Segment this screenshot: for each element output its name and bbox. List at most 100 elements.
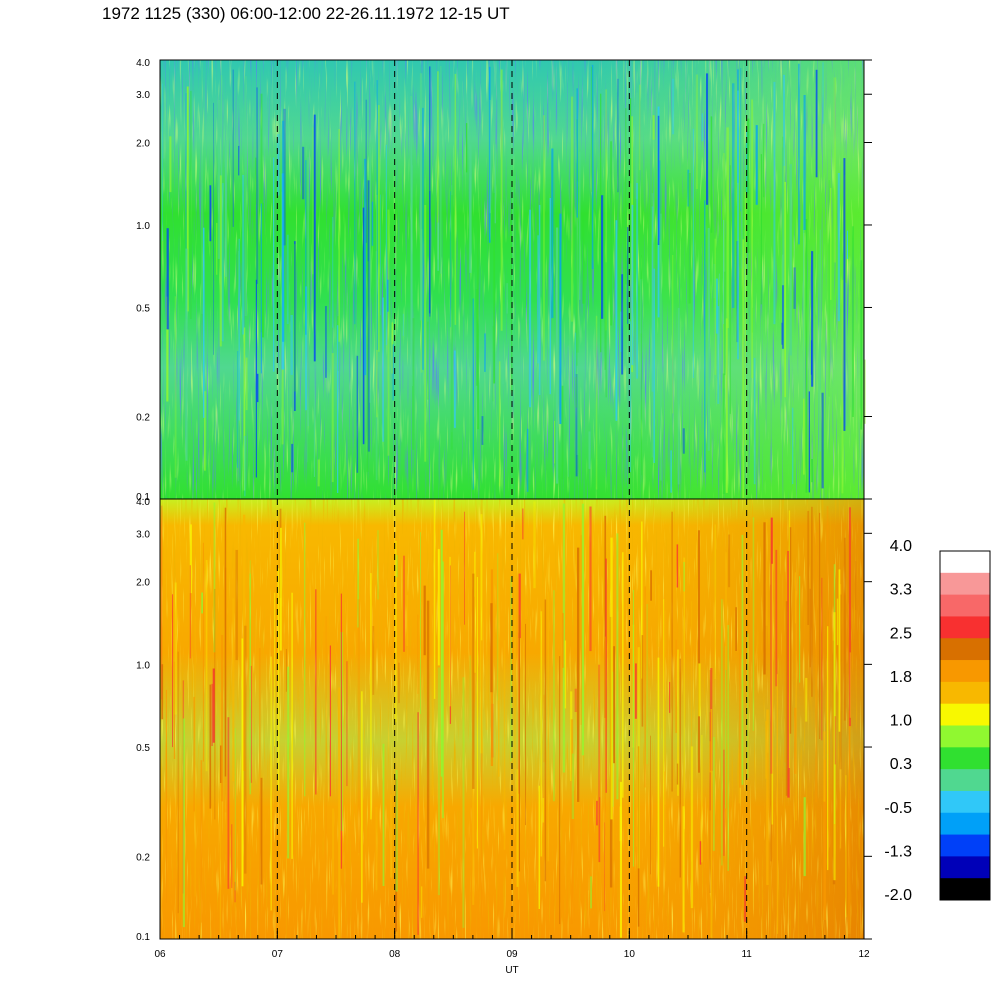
- colorbar-swatch: [940, 769, 990, 792]
- spectrogram-streak: [843, 537, 846, 721]
- spectrogram-streak: [216, 222, 218, 275]
- spectrogram-streak: [450, 195, 453, 450]
- spectrogram-streak: [340, 593, 342, 869]
- spectrogram-streak: [547, 591, 550, 862]
- spectrogram-streak: [848, 711, 851, 791]
- colorbar-label: 1.8: [890, 669, 912, 686]
- spectrogram-streak: [639, 84, 641, 171]
- spectrogram-streak: [325, 306, 327, 378]
- spectrogram-streak: [795, 590, 797, 821]
- spectrogram-streak: [789, 527, 792, 734]
- spectrogram-streak: [845, 775, 847, 918]
- spectrogram-streak: [726, 127, 729, 329]
- spectrogram-streak: [510, 576, 512, 762]
- spectrogram-streak: [612, 817, 615, 850]
- colorbar-swatch: [940, 703, 990, 726]
- spectrogram-streak: [739, 649, 741, 788]
- spectrogram-streak: [723, 749, 725, 856]
- spectrogram-streak: [650, 735, 651, 875]
- spectrogram-streak: [337, 325, 339, 493]
- spectrogram-streak: [605, 262, 607, 398]
- spectrogram-streak: [525, 279, 526, 308]
- spectrogram-streak: [472, 573, 475, 789]
- spectrogram-streak: [433, 499, 436, 699]
- spectrogram-streak: [542, 798, 545, 823]
- spectrogram-streak: [725, 646, 727, 809]
- spectrogram-streak: [506, 283, 508, 314]
- spectrogram-streak: [492, 325, 494, 402]
- spectrogram-streak: [839, 594, 842, 770]
- spectrogram-streak: [294, 241, 296, 411]
- spectrogram-streak: [576, 181, 579, 455]
- spectrogram-streak: [237, 351, 239, 468]
- spectrogram-streak: [203, 227, 205, 418]
- spectrogram-streak: [213, 502, 216, 653]
- spectrogram-streak: [249, 573, 251, 795]
- colorbar-label: 3.3: [890, 582, 912, 599]
- y-tick-label: 4.0: [136, 497, 150, 508]
- spectrogram-streak: [723, 271, 726, 376]
- spectrogram-streak: [821, 392, 824, 489]
- x-tick-label: 09: [506, 949, 518, 960]
- spectrogram-streak: [781, 147, 785, 341]
- spectrogram-streak: [641, 521, 643, 679]
- spectrogram-streak: [193, 696, 195, 812]
- spectrogram-streak: [669, 682, 671, 713]
- spectrogram-streak: [224, 99, 227, 167]
- page-title: 1972 1125 (330) 06:00-12:00 22-26.11.197…: [102, 4, 510, 23]
- spectrogram-streak: [356, 355, 359, 473]
- spectrogram-streak: [683, 557, 685, 830]
- spectrogram-streak: [683, 562, 685, 592]
- spectrogram-streak: [588, 431, 591, 469]
- spectrogram-streak: [576, 186, 579, 353]
- spectrogram-streak: [480, 640, 483, 919]
- spectrogram-streak: [823, 759, 826, 920]
- spectrogram-streak: [554, 420, 555, 464]
- spectrogram-streak: [502, 364, 505, 385]
- spectrogram-streak: [201, 62, 204, 314]
- spectrogram-streak: [740, 68, 742, 212]
- spectrogram-streak: [591, 64, 594, 270]
- spectrogram-streak: [744, 191, 747, 446]
- spectrogram-streak: [848, 782, 851, 934]
- spectrogram-streak: [837, 173, 840, 322]
- y-tick-label: 0.1: [136, 492, 150, 503]
- spectrogram-streak: [809, 588, 811, 668]
- colorbar-label: -1.3: [884, 843, 912, 860]
- colorbar-swatch: [940, 878, 990, 901]
- spectrogram-streak: [644, 586, 646, 788]
- spectrogram-streak: [440, 529, 443, 777]
- spectrogram-streak: [740, 133, 743, 269]
- spectrogram-streak: [244, 76, 247, 316]
- spectrogram-streak: [394, 541, 397, 723]
- y-tick-label: 0.5: [136, 743, 150, 754]
- spectrogram-streak: [429, 66, 431, 314]
- colorbar-swatch: [940, 660, 990, 683]
- spectrogram-streak: [752, 517, 755, 731]
- spectrogram-streak: [161, 664, 164, 720]
- spectrogram-streak: [469, 144, 472, 273]
- spectrogram-streak: [621, 274, 624, 375]
- spectrogram-streak: [293, 244, 296, 392]
- spectrogram-streak: [238, 145, 240, 176]
- spectrogram-streak: [346, 661, 348, 787]
- spectrogram-streak: [744, 876, 747, 922]
- spectrogram-streak: [803, 95, 806, 230]
- spectrogram-streak: [610, 537, 613, 820]
- spectrogram-streak: [735, 607, 737, 651]
- spectrogram-streak: [637, 746, 640, 927]
- spectrogram-streak: [543, 115, 545, 361]
- spectrogram-streak: [403, 555, 405, 652]
- spectrogram-streak: [762, 123, 765, 198]
- spectrogram-streak: [437, 71, 439, 260]
- spectrogram-streak: [256, 87, 258, 285]
- spectrogram-streak: [317, 459, 320, 487]
- spectrogram-streak: [591, 66, 593, 192]
- spectrogram-streak: [577, 547, 580, 802]
- spectrogram-streak: [581, 503, 585, 756]
- colorbar-swatch: [940, 551, 990, 574]
- spectrogram-streak: [701, 734, 703, 863]
- spectrogram-streak: [166, 228, 169, 330]
- spectrogram-streak: [792, 407, 794, 485]
- spectrogram-streak: [672, 78, 675, 135]
